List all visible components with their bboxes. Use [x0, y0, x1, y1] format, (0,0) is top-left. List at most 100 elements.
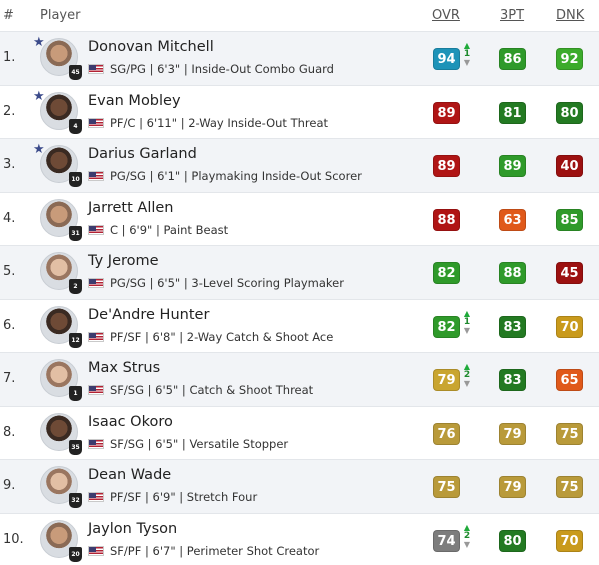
player-name-link[interactable]: Dean Wade [88, 467, 172, 483]
player-position-height-archetype: PF/SF | 6'8" | 2-Way Catch & Shoot Ace [110, 329, 334, 344]
player-name-link[interactable]: Evan Mobley [88, 92, 181, 109]
player-row[interactable]: 2. ★ 4 Evan Mobley PF/C | 6'11" | 2-Way Insi… [0, 86, 599, 139]
player-meta: SF/PF | 6'7" | Perimeter Shot Creator [88, 544, 319, 558]
arrow-up-icon: ▲ [463, 362, 471, 371]
usa-flag-icon [88, 492, 104, 502]
rating-change-value: 1 [463, 49, 471, 59]
player-avatar[interactable]: ★ 45 [33, 36, 82, 80]
player-meta: PF/SF | 6'8" | 2-Way Catch & Shoot Ace [88, 330, 333, 344]
player-position-height-archetype: PG/SG | 6'5" | 3-Level Scoring Playmaker [110, 276, 344, 290]
player-row[interactable]: 3. ★ 10 Darius Garland PG/SG | 6'1" | Playma… [0, 139, 599, 193]
player-name-link[interactable]: Max Strus [88, 360, 161, 376]
player-position-height-archetype: PF/C | 6'11" | 2-Way Inside-Out Threat [110, 115, 329, 130]
arrow-up-icon: ▲ [463, 41, 471, 50]
player-row[interactable]: 7. 1 Max Strus SF/SG | 6'5" | Catch & Shoot… [0, 353, 599, 407]
arrow-up-icon: ▲ [463, 522, 471, 532]
player-row[interactable]: 10. 20 Jaylon Tyson SF/PF | 6'7" | Perimete… [0, 514, 599, 565]
jersey-number-badge: 2 [69, 279, 82, 294]
player-position-height-archetype: SF/SG | 6'5" | Catch & Shoot Threat [110, 383, 314, 397]
rating-change-indicator: ▲ 1 ▼ [462, 42, 472, 74]
player-avatar[interactable]: 32 [40, 466, 82, 508]
player-name-link[interactable]: Jarrett Allen [88, 199, 174, 216]
player-row[interactable]: 6. 12 De'Andre Hunter PF/SF | 6'8" | 2-Way … [0, 300, 599, 353]
jersey-number-badge: 20 [69, 546, 82, 562]
arrow-down-icon: ▼ [463, 325, 471, 335]
rating-change-value: 2 [463, 530, 471, 541]
player-avatar[interactable]: 12 [40, 305, 82, 348]
usa-flag-icon [88, 171, 104, 181]
rank-number: 6. [3, 317, 16, 333]
arrow-down-icon: ▼ [463, 58, 471, 67]
three-pt-rating-badge: 80 [499, 529, 526, 552]
three-pt-rating-badge: 79 [499, 422, 526, 445]
player-row[interactable]: 4. 31 Jarrett Allen C | 6'9" | Paint Beast 8… [0, 193, 599, 246]
ovr-rating-badge: 75 [433, 476, 460, 498]
usa-flag-icon [88, 545, 104, 556]
player-row[interactable]: 8. 35 Isaac Okoro SF/SG | 6'5" | Versatile … [0, 407, 599, 460]
player-position-height-archetype: SG/PG | 6'3" | Inside-Out Combo Guard [110, 62, 334, 76]
player-avatar[interactable]: 1 [40, 359, 82, 401]
player-avatar[interactable]: 20 [40, 519, 82, 562]
all-star-icon: ★ [33, 35, 45, 50]
player-row[interactable]: 1. ★ 45 Donovan Mitchell SG/PG | 6'3" | Insi… [0, 32, 599, 86]
ovr-rating-badge: 76 [433, 422, 460, 445]
usa-flag-icon [88, 331, 104, 342]
all-star-icon: ★ [33, 88, 45, 104]
jersey-number-badge: 1 [69, 386, 82, 401]
usa-flag-icon [88, 438, 104, 449]
ovr-rating-badge: 82 [433, 262, 460, 284]
jersey-number-badge: 32 [69, 493, 82, 508]
three-pt-rating-badge: 81 [499, 101, 526, 124]
dnk-rating-badge: 80 [556, 101, 583, 124]
ovr-rating-badge: 94 [433, 48, 460, 70]
rating-change-indicator: ▲ 2 ▼ [462, 363, 472, 395]
rank-number: 1. [3, 50, 16, 65]
player-avatar[interactable]: 35 [40, 412, 82, 455]
player-meta: PF/SF | 6'9" | Stretch Four [88, 490, 257, 504]
three-pt-rating-badge: 83 [499, 369, 526, 391]
player-position-height-archetype: PF/SF | 6'9" | Stretch Four [110, 490, 258, 504]
dnk-rating-badge: 85 [556, 208, 583, 231]
player-position-height-archetype: PG/SG | 6'1" | Playmaking Inside-Out Sco… [110, 169, 362, 183]
dnk-column-header[interactable]: DNK [556, 8, 585, 23]
player-name-link[interactable]: Donovan Mitchell [88, 39, 214, 55]
ovr-rating-badge: 82 [433, 315, 460, 338]
player-avatar[interactable]: 2 [40, 252, 82, 294]
player-name-link[interactable]: Jaylon Tyson [88, 520, 178, 537]
usa-flag-icon [88, 385, 104, 395]
usa-flag-icon [88, 224, 104, 235]
all-star-icon: ★ [33, 142, 45, 157]
player-name-link[interactable]: De'Andre Hunter [88, 306, 210, 323]
player-avatar[interactable]: ★ 10 [33, 143, 82, 187]
three-pt-column-header[interactable]: 3PT [500, 8, 525, 23]
table-header: # Player OVR 3PT DNK [0, 0, 599, 32]
player-avatar[interactable]: ★ 4 [33, 90, 82, 134]
player-avatar[interactable]: 31 [40, 198, 82, 241]
player-meta: SF/SG | 6'5" | Catch & Shoot Threat [88, 383, 313, 397]
player-name-link[interactable]: Darius Garland [88, 146, 197, 162]
three-pt-rating-badge: 79 [499, 476, 526, 498]
player-position-height-archetype: C | 6'9" | Paint Beast [110, 222, 229, 237]
player-name-link[interactable]: Isaac Okoro [88, 413, 173, 430]
three-pt-rating-badge: 83 [499, 315, 526, 338]
rank-number: 9. [3, 478, 16, 493]
player-row[interactable]: 5. 2 Ty Jerome PG/SG | 6'5" | 3-Level Scori… [0, 246, 599, 300]
dnk-rating-badge: 92 [556, 48, 583, 70]
jersey-number-badge: 4 [69, 118, 82, 134]
rating-change-indicator: ▲ 1 ▼ [462, 309, 472, 342]
usa-flag-icon [88, 64, 104, 74]
player-meta: SG/PG | 6'3" | Inside-Out Combo Guard [88, 62, 334, 76]
three-pt-rating-badge: 89 [499, 155, 526, 177]
rank-number: 10. [3, 531, 24, 547]
ovr-column-header[interactable]: OVR [432, 8, 460, 23]
dnk-rating-badge: 70 [556, 315, 583, 338]
player-row[interactable]: 9. 32 Dean Wade PF/SF | 6'9" | Stretch Four… [0, 460, 599, 514]
dnk-rating-badge: 70 [556, 529, 583, 552]
ovr-rating-badge: 79 [433, 369, 460, 391]
three-pt-rating-badge: 88 [499, 262, 526, 284]
player-name-link[interactable]: Ty Jerome [88, 253, 159, 269]
rank-number: 7. [3, 371, 16, 386]
player-meta: PG/SG | 6'1" | Playmaking Inside-Out Sco… [88, 169, 362, 183]
ovr-rating-badge: 89 [433, 155, 460, 177]
